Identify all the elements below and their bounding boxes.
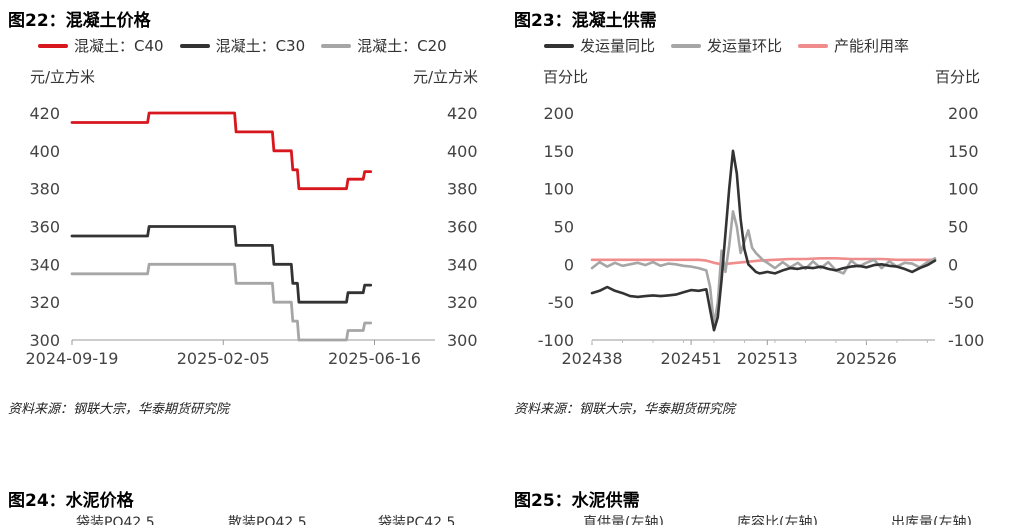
x-tick-label: 202526 bbox=[836, 349, 897, 368]
y-tick-label-right: -50 bbox=[948, 293, 974, 312]
x-tick-label: 2025-02-05 bbox=[177, 349, 270, 368]
series-line-2 bbox=[70, 262, 373, 342]
y-tick-label-left: 200 bbox=[543, 104, 574, 123]
y-tick-label-left: 420 bbox=[29, 104, 60, 123]
y-tick-label-right: 150 bbox=[948, 142, 979, 161]
figure-24-title: 图24：水泥价格 bbox=[8, 491, 134, 511]
figure-22-source: 资料来源：钢联大宗，华泰期货研究院 bbox=[8, 402, 230, 417]
legend-label-mom: 发运量环比 bbox=[707, 37, 783, 55]
y-tick-label-right: 200 bbox=[948, 104, 979, 123]
y-tick-label-left: 360 bbox=[29, 218, 60, 237]
y-tick-label-right: 0 bbox=[948, 255, 958, 274]
y-tick-label-left: 50 bbox=[554, 218, 574, 237]
y-tick-label-left: 300 bbox=[29, 331, 60, 350]
x-tick-label: 2024-09-19 bbox=[26, 349, 119, 368]
y-axis-label-right: 百分比 bbox=[935, 68, 980, 86]
figure-22-legend: 混凝土：C40 混凝土：C30 混凝土：C20 bbox=[38, 35, 447, 56]
figure-22-title: 图22：混凝土价格 bbox=[8, 11, 151, 31]
y-axis-label-right: 元/立方米 bbox=[413, 68, 478, 86]
figure-24-legend-item-2: 散装PO42.5 bbox=[228, 515, 307, 531]
legend-item-mom: 发运量环比 bbox=[671, 35, 782, 56]
series-line-2 bbox=[590, 257, 937, 266]
figure-23-legend: 发运量同比 发运量环比 产能利用率 bbox=[544, 35, 909, 56]
y-tick-label-left: 340 bbox=[29, 255, 60, 274]
legend-label-utilization: 产能利用率 bbox=[834, 37, 910, 55]
y-tick-label-left: 100 bbox=[543, 180, 574, 199]
legend-item-c40: 混凝土：C40 bbox=[38, 35, 164, 56]
legend-item-c30: 混凝土：C30 bbox=[179, 35, 306, 56]
legend-swatch-utilization bbox=[798, 43, 829, 48]
legend-label-c20: 混凝土：C20 bbox=[357, 37, 447, 55]
y-tick-label-right: -100 bbox=[948, 331, 984, 350]
series-line-1 bbox=[70, 225, 373, 304]
y-tick-label-left: 320 bbox=[29, 293, 60, 312]
legend-label-c40: 混凝土：C40 bbox=[74, 37, 164, 55]
figure-25-legend-item-1: 直供量(左轴) bbox=[583, 515, 664, 531]
legend-swatch-c20 bbox=[321, 43, 352, 48]
x-tick-label: 2025-06-16 bbox=[328, 349, 421, 368]
y-tick-label-right: 400 bbox=[447, 142, 478, 161]
figure-23-source: 资料来源：钢联大宗，华泰期货研究院 bbox=[514, 402, 736, 417]
concrete-price-chart: 元/立方米 元/立方米 300 300 320 320 340 340 360 360 380 380… bbox=[26, 68, 478, 368]
legend-item-yoy: 发运量同比 bbox=[544, 35, 655, 56]
figure-25-legend-item-3: 出库量(左轴) bbox=[891, 515, 972, 531]
y-tick-label-left: -50 bbox=[548, 293, 574, 312]
y-tick-label-left: 150 bbox=[543, 142, 574, 161]
legend-swatch-mom bbox=[671, 43, 702, 48]
x-tick-label: 202513 bbox=[737, 349, 798, 368]
y-tick-label-right: 100 bbox=[948, 180, 979, 199]
legend-item-utilization: 产能利用率 bbox=[798, 35, 909, 56]
x-tick-label: 202451 bbox=[661, 349, 722, 368]
figure-24-legend-item-1: 袋装PO42.5 bbox=[76, 515, 155, 531]
y-tick-label-right: 360 bbox=[447, 218, 478, 237]
y-tick-label-left: 0 bbox=[564, 255, 574, 274]
y-axis-label-left: 元/立方米 bbox=[30, 68, 95, 86]
y-tick-label-right: 50 bbox=[948, 218, 968, 237]
y-tick-label-left: -100 bbox=[538, 331, 574, 350]
y-tick-label-right: 380 bbox=[447, 180, 478, 199]
figure-23-title: 图23：混凝土供需 bbox=[514, 11, 657, 31]
series-line-1 bbox=[590, 210, 937, 327]
y-tick-label-right: 340 bbox=[447, 255, 478, 274]
concrete-supply-demand-chart: 百分比 百分比 -100 -100 -50 -50 0 0 50 50 100 100 150 150 20… bbox=[538, 68, 985, 368]
legend-swatch-c30 bbox=[179, 43, 210, 48]
y-axis-label-left: 百分比 bbox=[543, 68, 588, 86]
legend-label-c30: 混凝土：C30 bbox=[215, 37, 306, 55]
y-tick-label-right: 320 bbox=[447, 293, 478, 312]
y-tick-label-left: 380 bbox=[29, 180, 60, 199]
y-tick-label-right: 420 bbox=[447, 104, 478, 123]
legend-item-c20: 混凝土：C20 bbox=[321, 35, 447, 56]
figure-25-legend-item-2: 库容比(左轴) bbox=[737, 515, 818, 531]
legend-label-yoy: 发运量同比 bbox=[580, 37, 656, 55]
y-tick-label-left: 400 bbox=[29, 142, 60, 161]
x-tick-label: 202438 bbox=[561, 349, 622, 368]
y-tick-label-right: 300 bbox=[447, 331, 478, 350]
figure-25-title: 图25：水泥供需 bbox=[514, 491, 640, 511]
figure-24-legend-item-3: 袋装PC42.5 bbox=[378, 515, 456, 531]
legend-swatch-c40 bbox=[38, 43, 68, 48]
series-line-0 bbox=[590, 149, 937, 332]
legend-swatch-yoy bbox=[544, 43, 574, 48]
series-line-0 bbox=[70, 111, 373, 191]
